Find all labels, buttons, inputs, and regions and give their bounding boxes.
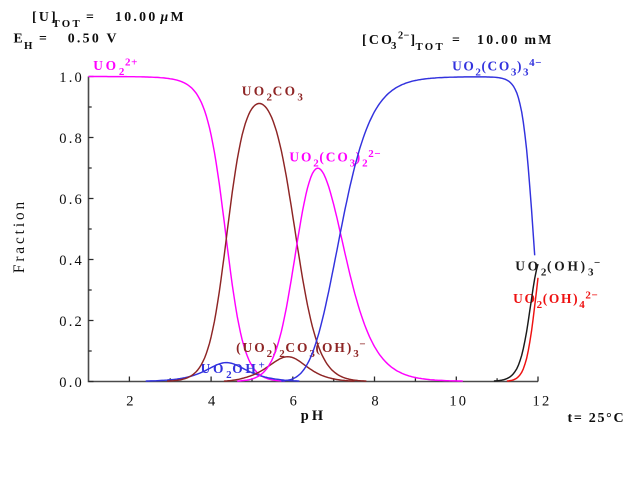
svg-text:t= 25°C: t= 25°C [568,411,626,426]
svg-text:6: 6 [290,394,299,410]
svg-text:10: 10 [449,394,468,410]
svg-text:0.8: 0.8 [59,131,84,147]
svg-text:2: 2 [126,394,135,410]
svg-text:0.2: 0.2 [59,314,84,330]
svg-text:UO2OH+: UO2OH+ [201,360,266,381]
svg-text:UO2(CO3)34−: UO2(CO3)34− [452,57,542,78]
svg-text:UO2(CO3)22−: UO2(CO3)22− [289,148,381,169]
svg-text:1.0: 1.0 [59,70,84,86]
svg-text:UO2(OH)3−: UO2(OH)3− [515,257,601,278]
svg-text:pH: pH [301,408,327,424]
svg-text:EH=0.50 V: E H= 0.50 V [14,31,119,52]
svg-text:(UO2)2CO3(OH)3−: (UO2)2CO3(OH)3− [236,339,366,360]
svg-text:4: 4 [208,394,217,410]
svg-text:0.4: 0.4 [59,253,84,269]
svg-text:0.0: 0.0 [59,375,84,391]
svg-text:0.6: 0.6 [59,192,84,208]
svg-text:12: 12 [533,394,552,410]
svg-text:UO2(OH)42−: UO2(OH)42− [513,290,598,311]
svg-text:Fraction: Fraction [11,199,28,273]
svg-text:UO22+: UO22+ [93,57,138,78]
svg-text:8: 8 [371,394,380,410]
svg-text:UO2CO3: UO2CO3 [242,84,304,104]
